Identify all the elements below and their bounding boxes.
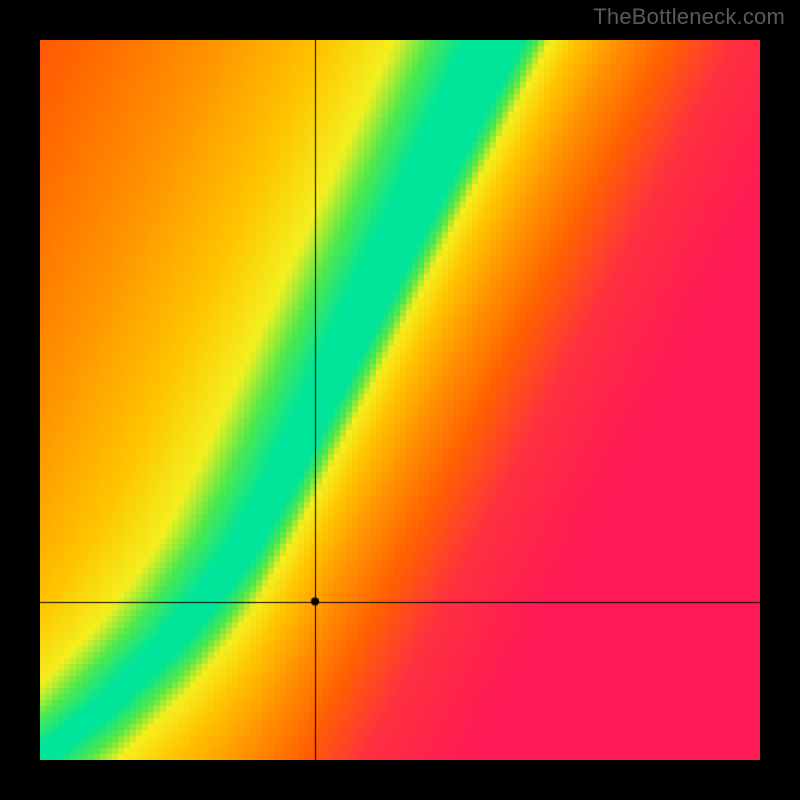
bottleneck-heatmap bbox=[40, 40, 760, 760]
chart-container: { "watermark": { "text": "TheBottleneck.… bbox=[0, 0, 800, 800]
watermark-text: TheBottleneck.com bbox=[593, 4, 785, 30]
